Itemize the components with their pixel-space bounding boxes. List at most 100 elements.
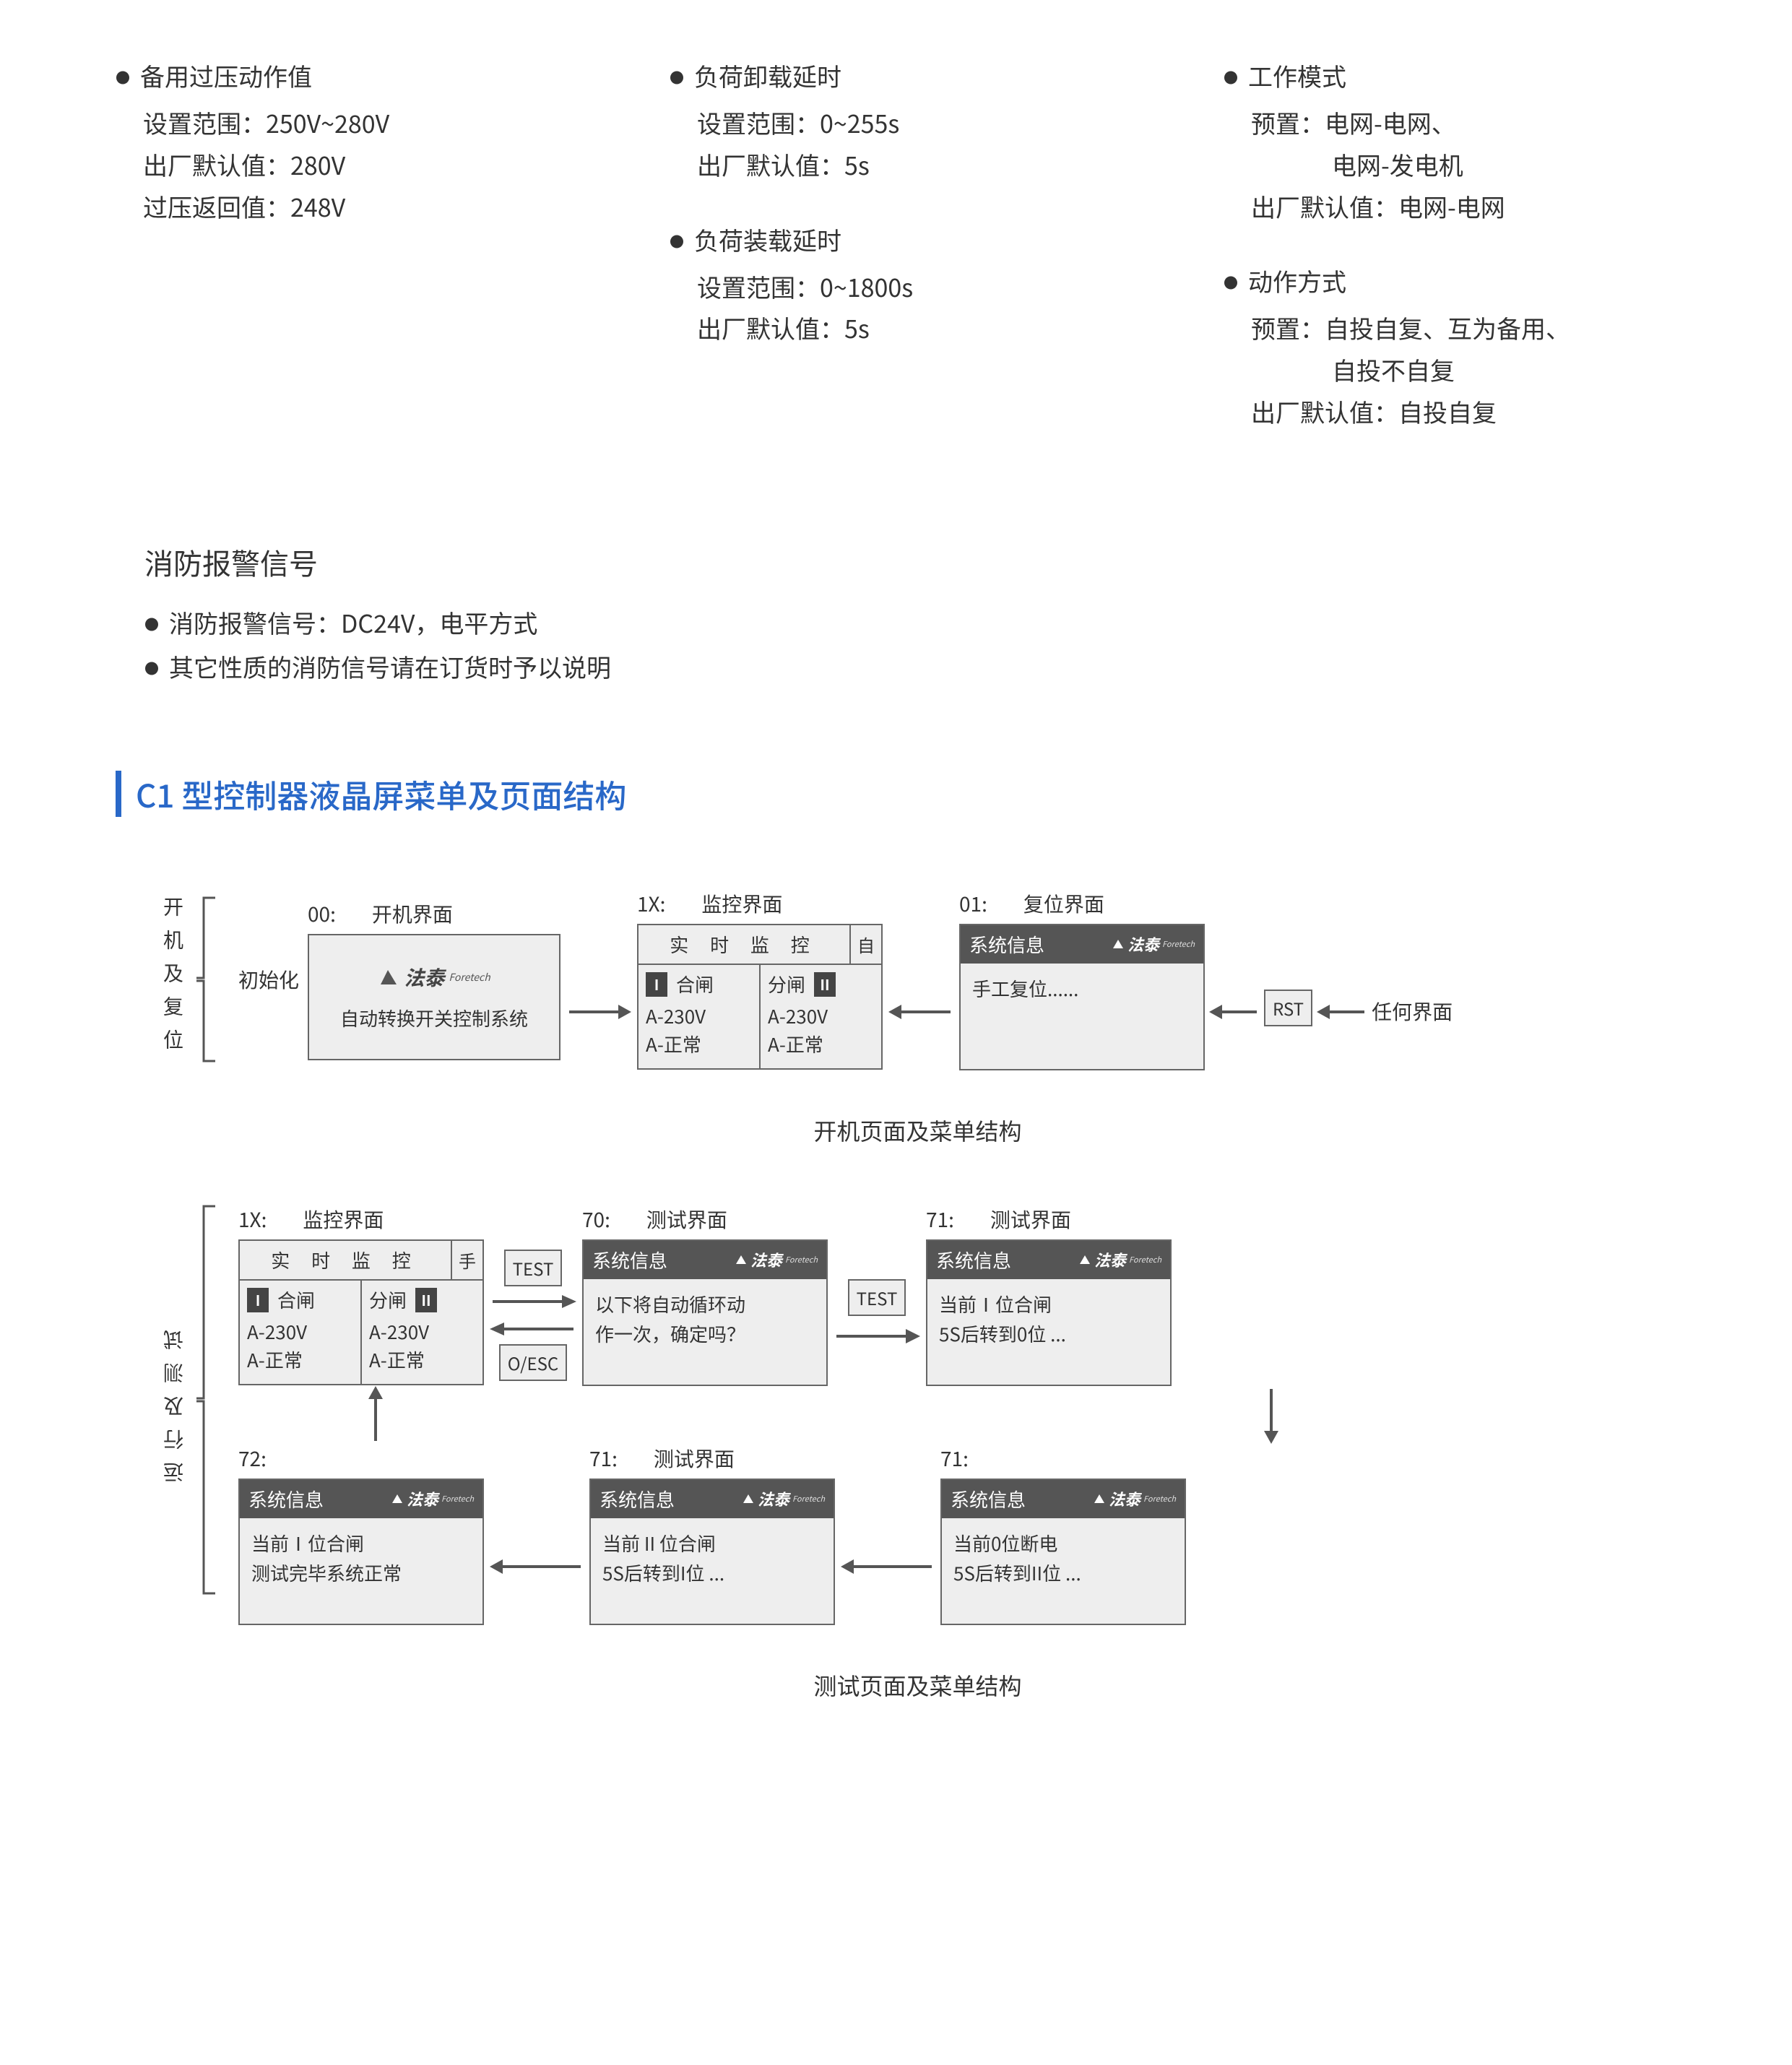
bracket-icon bbox=[195, 1205, 217, 1595]
panel-id: 71: bbox=[940, 1444, 969, 1473]
panel-1x: 1X: 监控界面 实 时 监 控 自 I合闸 A-230V A-正常 分闸II bbox=[637, 889, 883, 1070]
param-line: 预置：电网-电网、 bbox=[1251, 102, 1676, 144]
panel-name: 测试界面 bbox=[654, 1444, 735, 1473]
brand-logo-small: 法泰 Foretech bbox=[1112, 932, 1195, 956]
side-label-text: 运行及测试 bbox=[159, 1317, 188, 1483]
panel-00: 00: 开机界面 法泰 Foretech 自动转换开关控制系统 bbox=[308, 899, 560, 1060]
rst-label: RST bbox=[1264, 990, 1312, 1026]
state: 分闸 bbox=[768, 971, 805, 997]
diagram-test: 运行及测试 1X: 监控界面 实 时 监 控 手 bbox=[159, 1205, 1676, 1702]
mon-s: A-正常 bbox=[768, 1030, 874, 1058]
param-line: 预置：自投自复、互为备用、 bbox=[1251, 307, 1676, 349]
param-line: 出厂默认值：280V bbox=[143, 144, 568, 186]
param-col-1: 备用过压动作值 设置范围：250V~280V 出厂默认值：280V 过压返回值：… bbox=[116, 58, 568, 469]
sys-header: 系统信息 bbox=[969, 931, 1112, 958]
param-line: 过压返回值：248V bbox=[143, 186, 568, 228]
panel-71a: 71: 测试界面 系统信息 法泰Foretech 当前Ⅰ位合闸 5S后转到0位 … bbox=[926, 1205, 1172, 1386]
monitor-title: 实 时 监 控 bbox=[639, 925, 849, 964]
panel-id: 00: bbox=[308, 899, 336, 928]
test-esc-group: TEST O/ESC bbox=[490, 1250, 576, 1381]
panel-01: 01: 复位界面 系统信息 法泰 Foretech 手工复位...... bbox=[959, 889, 1205, 1070]
panel-id: 71: bbox=[926, 1205, 954, 1234]
brand-logo: 法泰 Foretech bbox=[378, 963, 490, 992]
param-col-2: 负荷卸载延时 设置范围：0~255s 出厂默认值：5s 负荷装载延时 设置范围：… bbox=[670, 58, 1122, 469]
param-backup-ov: 备用过压动作值 设置范围：250V~280V 出厂默认值：280V 过压返回值：… bbox=[116, 58, 568, 227]
arrow-right-icon bbox=[490, 1289, 576, 1314]
panel-id: 1X: bbox=[637, 889, 665, 918]
param-line: 设置范围：0~1800s bbox=[697, 266, 1122, 308]
param-load-delay: 负荷装载延时 设置范围：0~1800s 出厂默认值：5s bbox=[670, 222, 1122, 350]
rst-button: RST bbox=[1264, 990, 1312, 1026]
param-line: 出厂默认值：5s bbox=[697, 307, 1122, 349]
mon-v: A-230V bbox=[768, 1002, 874, 1030]
diagram-startup: 开机及复位 初始化 00: 开机界面 法泰 Foretech 自动转换开关控制系… bbox=[159, 889, 1676, 1147]
reset-body: 手工复位...... bbox=[972, 974, 1192, 1004]
param-title: 负荷装载延时 bbox=[670, 222, 1122, 257]
test-arrow-group: TEST bbox=[834, 1279, 920, 1351]
panel-71b: 71: 测试界面 系统信息 法泰Foretech 当前 II 位合闸 5S后转到… bbox=[589, 1444, 835, 1625]
any-interface-label: 任何界面 bbox=[1372, 997, 1453, 1026]
panel-72: 72: 系统信息 法泰Foretech 当前Ⅰ位合闸 测试完毕系统正常 bbox=[238, 1444, 484, 1625]
diagram2-caption: 测试页面及菜单结构 bbox=[159, 1668, 1676, 1702]
roman-2: II bbox=[814, 972, 836, 997]
panel-71c: 71: 系统信息 法泰Foretech 当前0位断电 5S后转到II位 ... bbox=[940, 1444, 1186, 1625]
param-line: 出厂默认值：5s bbox=[697, 144, 1122, 186]
param-line: 电网-发电机 bbox=[1332, 144, 1676, 186]
param-line: 设置范围：250V~280V bbox=[143, 102, 568, 144]
panel-name: 开机界面 bbox=[372, 899, 453, 928]
side-label-text: 开机及复位 bbox=[159, 896, 188, 1062]
arrow-left-icon bbox=[1209, 997, 1260, 1026]
arrow-left-icon bbox=[888, 997, 953, 1026]
brand-text: 法泰 bbox=[404, 963, 444, 992]
mon-v: A-230V bbox=[646, 1002, 752, 1030]
side-label-startup: 开机及复位 bbox=[159, 896, 217, 1062]
panel-id: 01: bbox=[959, 889, 987, 918]
param-line: 自投不自复 bbox=[1332, 349, 1676, 391]
param-action-mode: 动作方式 预置：自投自复、互为备用、 自投不自复 出厂默认值：自投自复 bbox=[1224, 263, 1676, 432]
arrow-left-icon bbox=[1317, 997, 1367, 1026]
panel-70: 70: 测试界面 系统信息 法泰Foretech 以下将自动循环动 作一次，确定… bbox=[582, 1205, 828, 1386]
panel-id: 72: bbox=[238, 1444, 267, 1473]
param-title: 备用过压动作值 bbox=[116, 58, 568, 93]
arrow-left-icon bbox=[841, 1552, 935, 1581]
esc-button: O/ESC bbox=[499, 1344, 568, 1381]
roman-1: I bbox=[646, 972, 667, 997]
fire-bullets: 消防报警信号：DC24V，电平方式 其它性质的消防信号请在订货时予以说明 bbox=[144, 605, 1676, 684]
arrow-right-icon bbox=[834, 1322, 920, 1351]
fire-alarm-section: 消防报警信号 消防报警信号：DC24V，电平方式 其它性质的消防信号请在订货时予… bbox=[116, 541, 1676, 684]
arrow-left-icon bbox=[490, 1317, 576, 1341]
fire-bullet-2: 其它性质的消防信号请在订货时予以说明 bbox=[144, 649, 1676, 684]
section-title-c1: C1 型控制器液晶屏菜单及页面结构 bbox=[116, 771, 1676, 817]
panel-id: 70: bbox=[582, 1205, 610, 1234]
diagram1-caption: 开机页面及菜单结构 bbox=[159, 1114, 1676, 1147]
parameter-columns: 备用过压动作值 设置范围：250V~280V 出厂默认值：280V 过压返回值：… bbox=[116, 58, 1676, 469]
panel-id: 71: bbox=[589, 1444, 618, 1473]
logo-icon bbox=[378, 967, 399, 987]
param-title: 负荷卸载延时 bbox=[670, 58, 1122, 93]
test-button: TEST bbox=[848, 1279, 906, 1316]
param-line: 出厂默认值：自投自复 bbox=[1251, 391, 1676, 433]
monitor-badge: 自 bbox=[849, 925, 881, 964]
param-line: 设置范围：0~255s bbox=[697, 102, 1122, 144]
panel-id: 1X: bbox=[238, 1205, 267, 1234]
arrow-left-icon bbox=[490, 1552, 584, 1581]
fire-bullet-1: 消防报警信号：DC24V，电平方式 bbox=[144, 605, 1676, 640]
param-unload-delay: 负荷卸载延时 设置范围：0~255s 出厂默认值：5s bbox=[670, 58, 1122, 186]
panel-name: 监控界面 bbox=[303, 1205, 384, 1234]
param-col-3: 工作模式 预置：电网-电网、 电网-发电机 出厂默认值：电网-电网 动作方式 预… bbox=[1224, 58, 1676, 469]
monitor-title: 实 时 监 控 bbox=[240, 1241, 451, 1279]
fire-heading: 消防报警信号 bbox=[144, 541, 1676, 583]
panel-name: 复位界面 bbox=[1023, 889, 1104, 918]
monitor-badge: 手 bbox=[451, 1241, 482, 1279]
arrow-up-icon bbox=[361, 1386, 390, 1444]
side-label-test: 运行及测试 bbox=[159, 1205, 217, 1595]
test-button: TEST bbox=[504, 1250, 563, 1286]
state: 合闸 bbox=[676, 971, 714, 997]
arrow-down-icon bbox=[1257, 1386, 1286, 1444]
panel-name: 测试界面 bbox=[646, 1205, 727, 1234]
startup-line: 自动转换开关控制系统 bbox=[340, 1005, 528, 1031]
mon-s: A-正常 bbox=[646, 1030, 752, 1058]
param-title: 动作方式 bbox=[1224, 263, 1676, 298]
param-line: 出厂默认值：电网-电网 bbox=[1251, 186, 1676, 228]
brand-sub: Foretech bbox=[449, 970, 490, 984]
